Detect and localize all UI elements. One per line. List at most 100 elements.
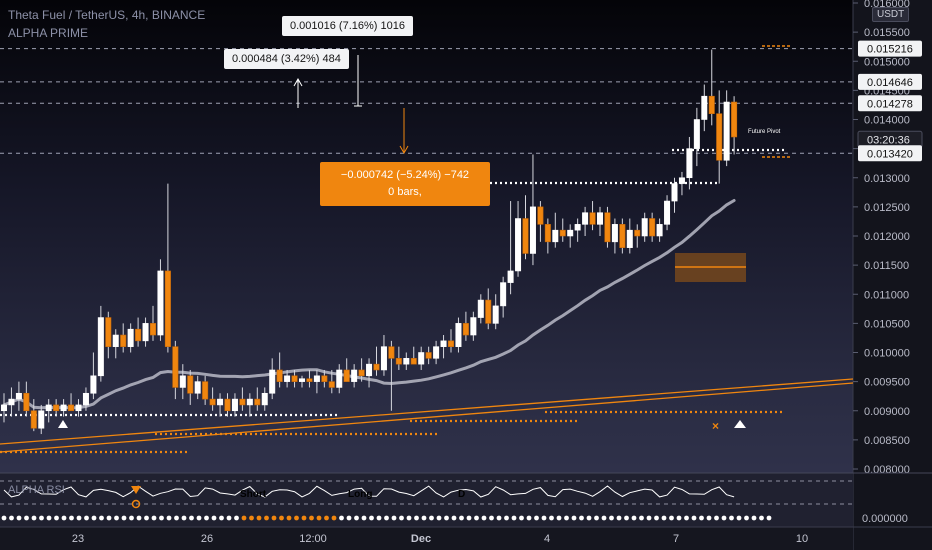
- x-tick-label: 10: [796, 533, 808, 545]
- signal-dot: [234, 515, 239, 521]
- measure-tooltip-middle: 0.000484 (3.42%) 484: [224, 49, 349, 69]
- price-label: 0.014278: [867, 98, 913, 110]
- signal-dot: [601, 515, 607, 521]
- x-tick-label: 4: [544, 533, 550, 545]
- candle-body: [619, 224, 626, 248]
- y-tick-label: 0.011000: [864, 289, 909, 301]
- candle-body: [693, 119, 700, 149]
- candle-body: [358, 369, 365, 377]
- y-tick-label: 0.010000: [864, 348, 910, 360]
- candle-body: [507, 270, 514, 283]
- signal-dot: [496, 515, 502, 521]
- signal-dot: [99, 515, 104, 521]
- signal-dot: [174, 515, 179, 521]
- signal-dot: [339, 515, 344, 521]
- candle-body: [380, 346, 387, 371]
- buy-triangle-icon: [58, 420, 68, 428]
- candle-body: [112, 334, 119, 347]
- signal-dot: [324, 515, 329, 521]
- signal-dot: [354, 515, 359, 521]
- candle-body: [515, 218, 522, 272]
- signal-dot: [39, 515, 44, 521]
- signal-dot: [721, 515, 727, 521]
- signal-dot: [294, 515, 299, 521]
- candle-body: [8, 398, 15, 406]
- signal-dot: [744, 515, 749, 521]
- candle-body: [157, 270, 164, 336]
- y-tick-label: 0.013000: [864, 173, 910, 185]
- signal-dot: [54, 515, 59, 521]
- candle-body: [321, 375, 328, 382]
- candle-body: [447, 340, 454, 347]
- y-tick-label: 0.012000: [864, 231, 910, 243]
- signal-dot: [399, 515, 404, 521]
- candle-body: [336, 369, 343, 388]
- signal-dot: [16, 515, 22, 521]
- candle-body: [686, 148, 693, 179]
- signal-dot: [264, 515, 269, 521]
- candle-body: [209, 398, 216, 406]
- y-tick-label: 0.008500: [864, 435, 910, 447]
- signal-dot: [369, 515, 374, 521]
- signal-dot: [196, 515, 202, 521]
- signal-dot: [346, 515, 352, 521]
- signal-dot: [429, 515, 434, 521]
- signal-dot: [121, 515, 127, 521]
- arrow-up-head: [293, 77, 303, 87]
- signal-dot: [204, 515, 209, 521]
- price-label: 0.015216: [867, 44, 913, 56]
- signal-dot: [256, 515, 262, 521]
- candle-body: [604, 212, 611, 243]
- candle-body: [671, 183, 678, 202]
- rsi-line: [3, 485, 735, 498]
- candle-body: [276, 369, 283, 382]
- signal-dot: [24, 515, 29, 521]
- symbol-title: Theta Fuel / TetherUS, 4h, BINANCE: [8, 8, 206, 22]
- signal-dot: [436, 515, 442, 521]
- y-tick-label: 0.015000: [864, 56, 910, 68]
- signal-dot: [609, 515, 614, 521]
- signal-dot: [249, 515, 254, 521]
- candle-body: [366, 363, 373, 377]
- y-tick-label: 0.008000: [864, 464, 910, 476]
- candle-body: [537, 206, 544, 225]
- signal-dot: [279, 515, 284, 521]
- y-tick-label: 0.016000: [864, 0, 910, 10]
- rsi-down-triangle-icon: [131, 486, 141, 494]
- signal-dot: [571, 515, 577, 521]
- currency-badge[interactable]: USDT: [872, 7, 910, 22]
- candle-body: [596, 212, 603, 225]
- signal-dot: [624, 515, 629, 521]
- candle-body: [172, 346, 179, 388]
- signal-dot: [474, 515, 479, 521]
- signal-dot: [331, 515, 337, 521]
- candle-body: [552, 229, 559, 243]
- candle-body: [306, 378, 313, 382]
- candle-body: [53, 404, 60, 412]
- candle-body: [522, 218, 529, 254]
- candle-body: [656, 224, 663, 237]
- candle-body: [649, 218, 656, 237]
- candle-body: [701, 95, 708, 120]
- signal-dot: [391, 515, 397, 521]
- signal-dot: [136, 515, 142, 521]
- candle-body: [582, 212, 589, 225]
- signal-dot: [526, 515, 532, 521]
- signal-dot: [556, 515, 562, 521]
- y-tick-label: 0.014000: [864, 115, 910, 127]
- x-tick-label: 23: [72, 533, 84, 545]
- candle-body: [634, 229, 641, 237]
- candle-body: [664, 200, 671, 225]
- candle-body: [500, 282, 507, 307]
- candle-body: [60, 404, 67, 412]
- candle-body: [127, 328, 134, 347]
- signal-dot: [376, 515, 382, 521]
- candle-body: [529, 206, 536, 254]
- signal-dot: [444, 515, 449, 521]
- candle-body: [179, 375, 186, 388]
- y-tick-label: 0.010500: [864, 318, 910, 330]
- candle-body: [246, 398, 253, 406]
- price-label-box: [858, 40, 922, 57]
- candle-body: [403, 358, 410, 365]
